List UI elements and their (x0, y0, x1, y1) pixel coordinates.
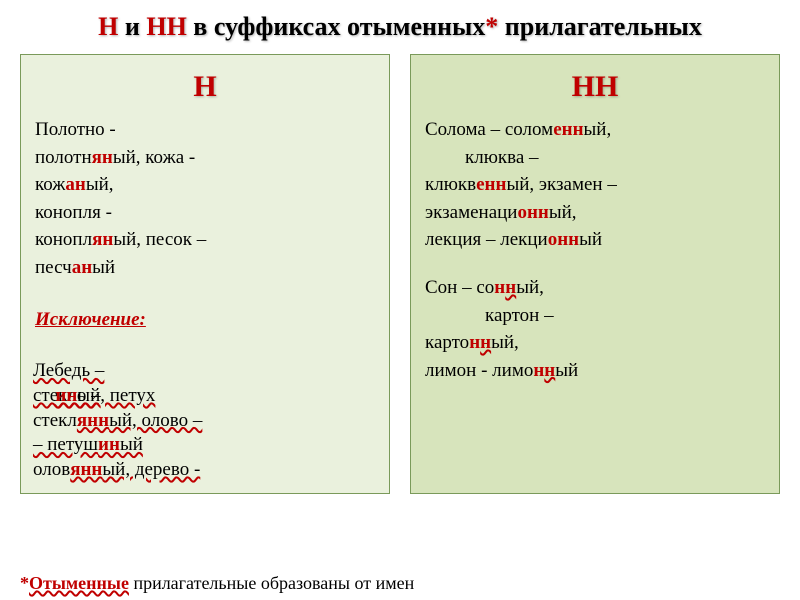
r9c: н (480, 332, 491, 353)
l2a: полотн (35, 147, 92, 168)
foot-red: Отыменные (29, 573, 129, 593)
title-nn: НН (146, 12, 186, 41)
ov5a: олов (33, 459, 70, 480)
r3c: ый, экзамен – (506, 174, 616, 195)
left-header: Н (35, 65, 375, 109)
r4c: ый, (549, 202, 577, 223)
r10b: н (533, 360, 544, 381)
ov4a: – петуш (33, 434, 98, 455)
columns: Н Полотно - полотняный, кожа - кожаный, … (0, 49, 800, 494)
left-column: Н Полотно - полотняный, кожа - кожаный, … (20, 54, 390, 494)
ov5b: янн (70, 459, 102, 480)
r1a: Солома – солом (425, 119, 553, 140)
l5a: конопл (35, 229, 92, 250)
footnote: *Отыменные прилагательные образованы от … (20, 573, 780, 594)
r9d: ый, (491, 332, 519, 353)
r3a: клюкв (425, 174, 476, 195)
l6b: ан (72, 257, 92, 278)
r1b: енн (553, 119, 583, 140)
ov1: Лебедь – (33, 360, 104, 381)
left-overlap: Лебедь – стекло – иный, петух стеклянный… (33, 359, 377, 482)
ov2c: ин (55, 385, 77, 406)
r3b: енн (476, 174, 506, 195)
l4a: конопля - (35, 202, 112, 223)
r1c: ый, (584, 119, 612, 140)
r7b: н (494, 277, 505, 298)
r9b: н (469, 332, 480, 353)
title-n1: Н (98, 12, 118, 41)
right-header: НН (425, 65, 765, 109)
ov4c: ый (120, 434, 143, 455)
r2a: клюква – (425, 147, 539, 168)
ov3a: стекл (33, 410, 77, 431)
r7c: н (505, 277, 516, 298)
title-rest2: прилагательных (498, 12, 702, 41)
r4a: экзаменаци (425, 202, 517, 223)
foot-rest: прилагательные образованы от имен (129, 573, 414, 593)
right-body: Солома – соломенный, клюква – клюквенный… (425, 116, 765, 384)
l5b: ян (92, 229, 113, 250)
right-column: НН Солома – соломенный, клюква – клюквен… (410, 54, 780, 494)
l3c: ый, (86, 174, 114, 195)
ov2d: ый, петух (77, 385, 155, 406)
r10d: ый (555, 360, 578, 381)
title-and: и (118, 12, 146, 41)
l2c: ый, кожа - (113, 147, 195, 168)
r7a: Сон – со (425, 277, 494, 298)
l6c: ый (92, 257, 115, 278)
r4b: онн (517, 202, 548, 223)
page-title: Н и НН в суффиксах отыменных* прилагател… (0, 0, 800, 49)
r10c: н (544, 360, 555, 381)
foot-ast: * (20, 573, 29, 593)
ov4b: ин (98, 434, 120, 455)
l2b: ян (92, 147, 113, 168)
l5c: ый, песок – (113, 229, 206, 250)
l6a: песч (35, 257, 72, 278)
r9a: карто (425, 332, 469, 353)
r8a: картон – (425, 305, 554, 326)
ov5c: ый, дерево - (102, 459, 200, 480)
l3b: ан (65, 174, 85, 195)
r10a: лимон - лимо (425, 360, 533, 381)
ov3b: янн (77, 410, 109, 431)
r5c: ый (579, 229, 602, 250)
title-rest1: в суффиксах отыменных (187, 12, 485, 41)
l1: Полотно - (35, 119, 116, 140)
l3a: кож (35, 174, 65, 195)
ov3c: ый, олово – (109, 410, 202, 431)
r5b: онн (548, 229, 579, 250)
exception-label: Исключение: (35, 306, 375, 334)
r7d: ый, (516, 277, 544, 298)
title-ast: * (485, 12, 498, 41)
left-body: Полотно - полотняный, кожа - кожаный, ко… (35, 116, 375, 333)
r5a: лекция – лекци (425, 229, 548, 250)
